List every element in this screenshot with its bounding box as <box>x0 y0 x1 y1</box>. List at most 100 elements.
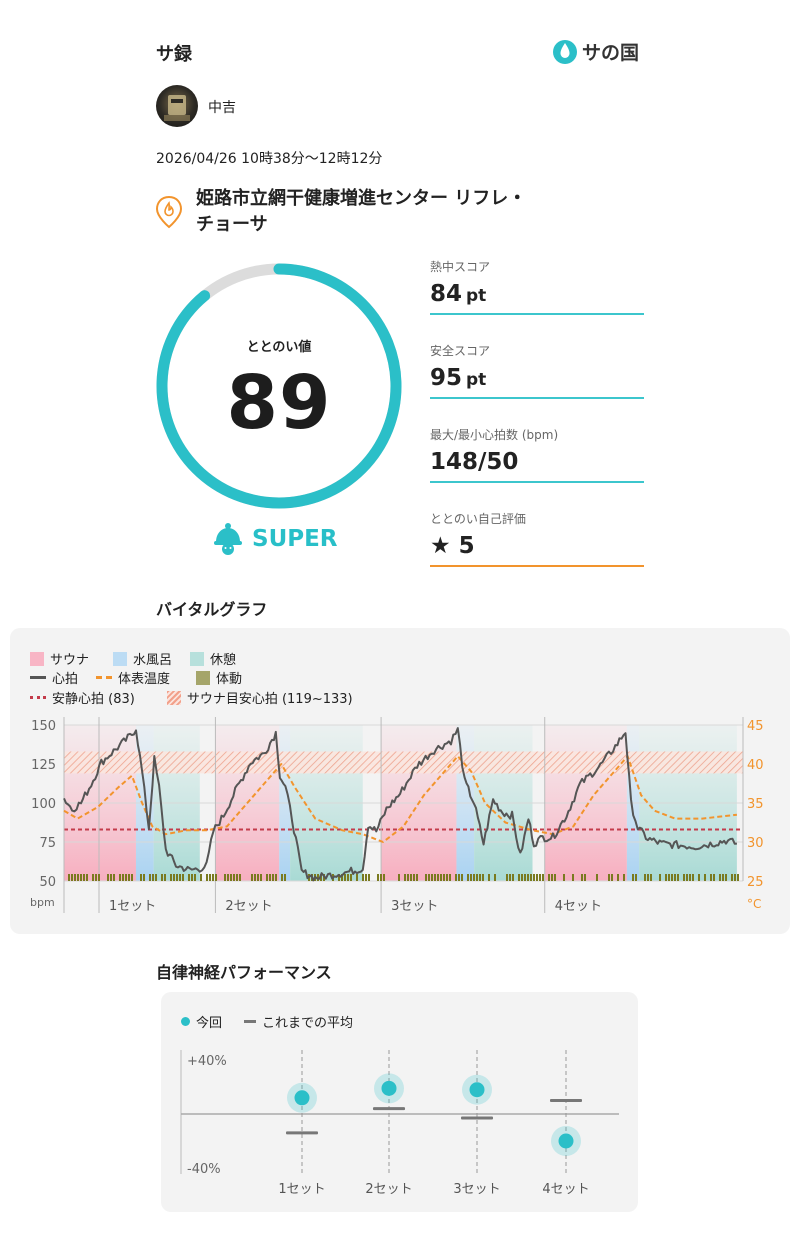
movement-tick <box>563 874 565 881</box>
vital-legend-row1: サウナ 水風呂 休憩 <box>30 649 254 668</box>
movement-tick <box>551 874 553 881</box>
water-drop-icon <box>553 40 577 64</box>
metric-value: 95 pt <box>430 365 487 391</box>
ans-set-label: 3セット <box>453 1182 500 1197</box>
y-right-tick-label: 30 <box>747 836 764 851</box>
movement-tick <box>224 874 226 881</box>
metric-value: 84 pt <box>430 281 487 307</box>
movement-tick <box>467 874 469 881</box>
movement-tick <box>407 874 409 881</box>
facility-name[interactable]: 姫路市立網干健康増進センター リフレ・ チョーサ <box>196 186 576 238</box>
movement-tick <box>80 874 82 881</box>
movement-tick <box>74 874 76 881</box>
totonoi-value: 89 <box>226 360 332 446</box>
ans-legend: 今回 これまでの平均 <box>181 1012 371 1031</box>
movement-tick <box>698 874 700 881</box>
vital-graph-card: サウナ 水風呂 休憩 心拍 体表温度 体動 安静心拍 (83) サウナ目安心拍 … <box>10 628 790 934</box>
sanokuni-logo: サの国 <box>552 37 639 65</box>
y-left-tick-label: 125 <box>31 758 56 773</box>
movement-tick <box>623 874 625 881</box>
movement-tick <box>188 874 190 881</box>
logo-text: サの国 <box>582 41 640 64</box>
sauna-facility-icon <box>155 195 183 233</box>
y-left-tick-label: 75 <box>39 836 56 851</box>
y-left-unit: bpm <box>30 896 55 909</box>
movement-tick <box>737 874 739 881</box>
movement-tick <box>179 874 181 881</box>
totonoi-label: ととのい値 <box>246 340 312 355</box>
movement-tick <box>317 874 319 881</box>
movement-tick <box>413 874 415 881</box>
movement-tick <box>257 874 259 881</box>
movement-tick <box>107 874 109 881</box>
vital-legend-row3: 安静心拍 (83) サウナ目安心拍 (119~133) <box>30 688 371 707</box>
legend-current: 今回 <box>181 1012 222 1031</box>
set-label: 3セット <box>391 899 438 914</box>
movement-tick <box>164 874 166 881</box>
ans-set-label: 4セット <box>542 1182 589 1197</box>
movement-tick <box>647 874 649 881</box>
movement-tick <box>473 874 475 881</box>
movement-tick <box>509 874 511 881</box>
username[interactable]: 中吉 <box>208 100 236 116</box>
movement-tick <box>719 874 721 881</box>
sauna-hat-icon <box>214 523 242 555</box>
movement-tick <box>92 874 94 881</box>
y-right-tick-label: 40 <box>747 758 764 773</box>
ans-current-point <box>558 1133 574 1149</box>
movement-tick <box>461 874 463 881</box>
movement-tick <box>449 874 451 881</box>
movement-tick <box>674 874 676 881</box>
movement-tick <box>425 874 427 881</box>
movement-tick <box>476 874 478 881</box>
metric-value: 148/50 <box>430 449 519 475</box>
movement-tick <box>713 874 715 881</box>
movement-tick <box>572 874 574 881</box>
rank-badge: SUPER <box>212 522 338 556</box>
ans-average-mark <box>286 1131 318 1135</box>
movement-tick <box>554 874 556 881</box>
movement-tick <box>113 874 115 881</box>
facility-name-line2: チョーサ <box>196 214 268 235</box>
session-datetime: 2026/04/26 10時38分〜12時12分 <box>156 151 383 167</box>
movement-tick <box>344 874 346 881</box>
movement-tick <box>404 874 406 881</box>
movement-tick <box>617 874 619 881</box>
movement-tick <box>383 874 385 881</box>
heart-rate-line <box>63 727 737 882</box>
legend-movement: 体動 <box>196 668 242 687</box>
movement-tick <box>644 874 646 881</box>
movement-tick <box>212 874 214 881</box>
movement-tick <box>584 874 586 881</box>
movement-tick <box>365 874 367 881</box>
movement-tick <box>200 874 202 881</box>
set-label: 4セット <box>555 899 602 914</box>
movement-tick <box>68 874 70 881</box>
movement-tick <box>269 874 271 881</box>
movement-tick <box>206 874 208 881</box>
movement-tick <box>254 874 256 881</box>
ans-y-bottom-label: -40% <box>187 1162 221 1177</box>
y-right-unit: °C <box>747 897 761 911</box>
legend-cold-bath: 水風呂 <box>113 649 172 668</box>
movement-tick <box>398 874 400 881</box>
movement-tick <box>428 874 430 881</box>
ans-card: 今回 これまでの平均 +40% -40% 1セット 2セット 3セット 4セット <box>161 992 638 1212</box>
movement-tick <box>236 874 238 881</box>
ans-chart: +40% -40% 1セット 2セット 3セット 4セット <box>180 1050 619 1197</box>
movement-tick <box>455 874 457 881</box>
movement-tick <box>611 874 613 881</box>
movement-tick <box>194 874 196 881</box>
legend-target-hr: サウナ目安心拍 (119~133) <box>166 688 353 707</box>
movement-tick <box>539 874 541 881</box>
movement-tick <box>233 874 235 881</box>
movement-tick <box>443 874 445 881</box>
metric-self-rating[interactable]: ととのい自己評価 ★ 5 <box>430 510 644 567</box>
movement-tick <box>596 874 598 881</box>
movement-tick <box>734 874 736 881</box>
movement-tick <box>692 874 694 881</box>
movement-tick <box>230 874 232 881</box>
movement-tick <box>176 874 178 881</box>
metric-value: ★ 5 <box>430 533 475 559</box>
avatar[interactable] <box>156 85 198 127</box>
